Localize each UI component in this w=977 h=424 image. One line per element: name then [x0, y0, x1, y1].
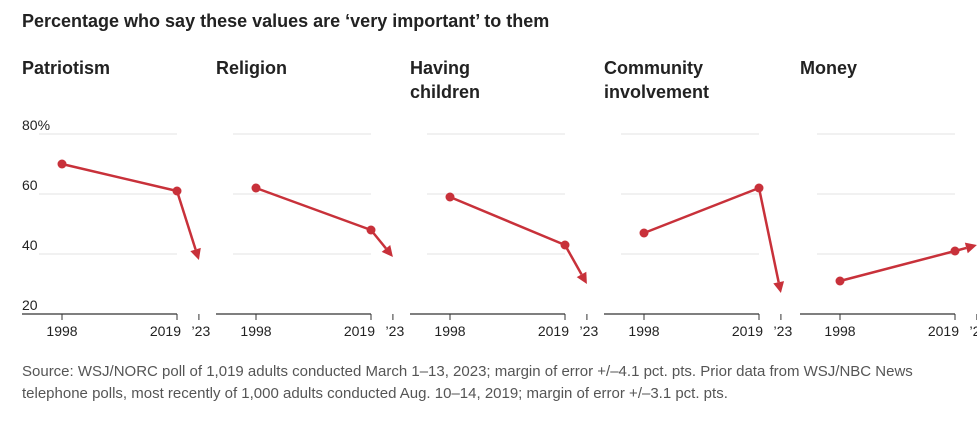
data-point-2019 — [560, 240, 570, 250]
panel-title-line: Money — [800, 58, 858, 78]
arrowhead-2023 — [964, 242, 977, 254]
panel-title-line: Having — [410, 58, 471, 78]
x-tick-label: 1998 — [46, 323, 77, 339]
y-tick-label: 20 — [22, 297, 38, 313]
x-tick-label: ’23 — [580, 323, 599, 339]
y-tick-label: 80% — [22, 117, 50, 133]
x-tick-label: 2019 — [150, 323, 181, 339]
panel-title-line: involvement — [604, 82, 710, 102]
x-tick-label: 2019 — [732, 323, 763, 339]
x-tick-label: 1998 — [240, 323, 271, 339]
series-line-1998-2019 — [643, 186, 760, 235]
panel-title-religion: Religion — [216, 56, 287, 80]
arrowhead-2023 — [576, 271, 587, 284]
data-point-1998 — [251, 183, 261, 193]
data-point-1998 — [57, 159, 67, 169]
panel-title-line: children — [410, 82, 481, 102]
data-point-2019 — [950, 246, 960, 256]
x-tick-label: 1998 — [824, 323, 855, 339]
chart-title: Percentage who say these values are ‘ver… — [22, 11, 550, 31]
series-line-2019-2023 — [757, 187, 780, 283]
series-line-1998-2019 — [255, 186, 372, 232]
series-line-1998-2019 — [839, 249, 956, 283]
panel-title-money: Money — [800, 56, 857, 80]
panel-title-line: Patriotism — [22, 58, 111, 78]
x-tick-label: ’23 — [970, 323, 977, 339]
x-tick-label: 2019 — [344, 323, 375, 339]
data-point-1998 — [835, 276, 845, 286]
data-point-1998 — [445, 192, 455, 202]
panel-title-community-involvement: Community involvement — [604, 56, 709, 104]
panel-title-having-children: Having children — [410, 56, 480, 104]
x-tick-label: 1998 — [434, 323, 465, 339]
x-tick-label: ’23 — [386, 323, 405, 339]
source-note: Source: WSJ/NORC poll of 1,019 adults co… — [22, 363, 913, 402]
y-tick-label: 60 — [22, 177, 38, 193]
data-point-2019 — [754, 183, 764, 193]
series-line-1998-2019 — [449, 195, 566, 247]
panel-title-line: Community — [604, 58, 703, 78]
series-line-2019-2023 — [175, 190, 197, 250]
x-tick-label: 2019 — [928, 323, 959, 339]
x-tick-label: ’23 — [774, 323, 793, 339]
x-tick-label: ’23 — [192, 323, 211, 339]
data-point-2019 — [366, 225, 376, 235]
arrowhead-2023 — [381, 244, 393, 257]
arrowhead-2023 — [773, 281, 785, 293]
series-line-1998-2019 — [61, 162, 178, 193]
x-tick-label: 2019 — [538, 323, 569, 339]
panel-title-line: Religion — [216, 58, 287, 78]
y-tick-label: 40 — [22, 237, 38, 253]
data-point-1998 — [639, 228, 649, 238]
panel-title-patriotism: Patriotism — [22, 56, 110, 80]
series-line-2019-2023 — [563, 244, 583, 276]
x-tick-label: 1998 — [628, 323, 659, 339]
arrowhead-2023 — [190, 247, 201, 260]
data-point-2019 — [172, 186, 182, 196]
